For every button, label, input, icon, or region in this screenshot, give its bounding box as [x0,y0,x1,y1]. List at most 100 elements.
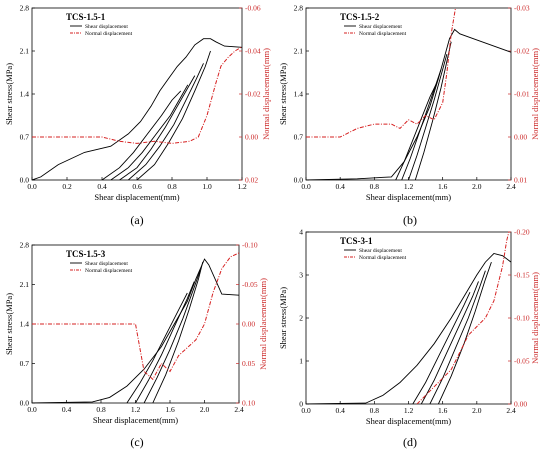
y-tick-label: 1 [299,357,303,366]
y2-tick-label: -0.15 [514,271,530,280]
legend-label-normal: Normal displacement [359,255,407,261]
x-axis-label: Shear displacement(mm) [93,415,178,425]
x-tick-label: 2.0 [472,182,482,191]
legend-label-normal: Normal displacement [85,31,133,37]
shear-stress-line-4 [437,261,492,404]
x-tick-label: 0.4 [335,182,345,191]
y2-tick-label: 0.00 [245,133,258,142]
x-tick-label: 0.8 [96,405,106,414]
x-axis-label: Shear displacement(mm) [366,416,451,426]
y2-tick-label: -0.03 [514,4,530,13]
y-tick-label: 2 [299,314,303,323]
y-axis-label: Shear stress(MPa) [4,63,14,125]
y-tick-label: 2.8 [20,241,30,250]
x-tick-label: 0.4 [335,406,345,415]
y2-tick-label: -0.02 [245,90,261,99]
x-tick-label: 1.6 [438,182,448,191]
shear-stress-line-1 [126,292,188,403]
x-tick-label: 2.0 [472,406,482,415]
legend-label-shear: Shear displacement [85,261,128,267]
y-tick-label: 2.1 [20,280,30,289]
y-tick-label: 4 [299,228,303,237]
y-tick-label: 0.0 [20,176,30,185]
y2-tick-label: 0.02 [245,176,258,185]
shear-stress-line-5 [136,50,211,180]
shear-stress-line-1 [412,292,471,404]
shear-stress-line-0 [306,28,511,180]
shear-stress-line-4 [152,261,204,403]
plot-frame [31,244,240,404]
x-axis-label: Shear displacement(mm) [94,192,179,202]
y-tick-label: 0.0 [20,399,30,408]
y2-tick-label: 0.10 [242,399,255,408]
legend-label-normal: Normal displacement [359,31,407,37]
y2-tick-label: 0.00 [242,320,255,329]
shear-stress-line-0 [32,38,242,180]
x-tick-label: 1.6 [438,406,448,415]
y-tick-label: 3 [299,271,303,280]
x-tick-label: 2.4 [506,182,516,191]
y2-tick-label: -0.10 [242,241,258,250]
y2-tick-label: -0.02 [514,47,530,56]
y-tick-label: 0.7 [20,133,30,142]
chart-panel-3: 0.0 0.4 0.8 1.2 1.6 2.0 2.4 0.0 0.7 1.4 2.1 2.8 0.10… [4,241,268,450]
x-tick-label: 0.6 [132,182,142,191]
normal-displacement-line [32,46,242,144]
x-tick-label: 0.4 [62,405,72,414]
y-tick-label: 0.7 [20,359,30,368]
shear-stress-line-3 [429,270,486,404]
x-tick-label: 0.2 [62,182,72,191]
y-axis-label: Shear stress(MPa) [278,287,288,349]
x-tick-label: 0.8 [370,406,380,415]
x-axis-label: Shear displacement(mm) [366,192,451,202]
shear-stress-line-1 [395,84,437,180]
panel-letter: (a) [130,213,143,227]
y2-axis-label: Normal displacement(mm) [261,48,271,140]
y2-axis-label: Normal displacement(mm) [530,272,540,364]
legend-label-normal: Normal displacement [85,268,133,274]
panel-letter: (c) [130,435,143,449]
x-tick-label: 2.4 [506,406,516,415]
legend-label-shear: Shear displacement [359,24,402,30]
y2-tick-label: -0.05 [514,357,530,366]
y-tick-label: 1.4 [20,320,30,329]
chart-title: TCS-1.5-2 [340,12,380,22]
y-tick-label: 0.0 [294,176,304,185]
x-tick-label: 1.2 [404,182,414,191]
plot-frame [305,231,512,405]
panel-letter: (b) [403,213,417,227]
chart-title: TCS-3-1 [340,236,373,246]
shear-stress-line-0 [306,253,511,404]
legend-label-shear: Shear displacement [85,24,128,30]
x-tick-label: 0.0 [27,405,37,414]
shear-stress-line-4 [414,41,452,180]
y-tick-label: 0.7 [294,133,304,142]
y-axis-label: Shear stress(MPa) [278,63,288,125]
y-tick-label: 2.1 [20,47,30,56]
shear-stress-line-3 [119,75,196,180]
y-tick-label: 1.4 [20,90,30,99]
y2-tick-label: -0.20 [514,228,530,237]
y-tick-label: 2.8 [294,4,304,13]
normal-displacement-line [32,252,239,381]
shear-stress-line-3 [408,53,448,180]
x-tick-label: 0.0 [301,406,311,415]
x-tick-label: 1.2 [404,406,414,415]
y2-axis-label: Normal displacement(mm) [258,278,268,370]
shear-stress-line-2 [401,69,442,180]
chart-panel-2: 0.0 0.4 0.8 1.2 1.6 2.0 2.4 0.0 0.7 1.4 2.1 2.8 0.01… [278,4,540,228]
legend-label-shear: Shear displacement [359,248,402,254]
shear-stress-line-4 [128,63,204,180]
normal-displacement-line [416,232,510,404]
y2-tick-label: 0.00 [514,400,527,409]
x-tick-label: 0.4 [97,182,107,191]
y2-tick-label: -0.10 [514,314,530,323]
x-tick-label: 0.0 [301,182,311,191]
chart-title: TCS-1.5-1 [66,12,106,22]
y-tick-label: 2.1 [294,47,304,56]
shear-stress-line-2 [135,281,195,403]
y2-tick-label: 0.01 [514,176,527,185]
x-tick-label: 2.4 [234,405,244,414]
normal-displacement-line [306,8,456,138]
